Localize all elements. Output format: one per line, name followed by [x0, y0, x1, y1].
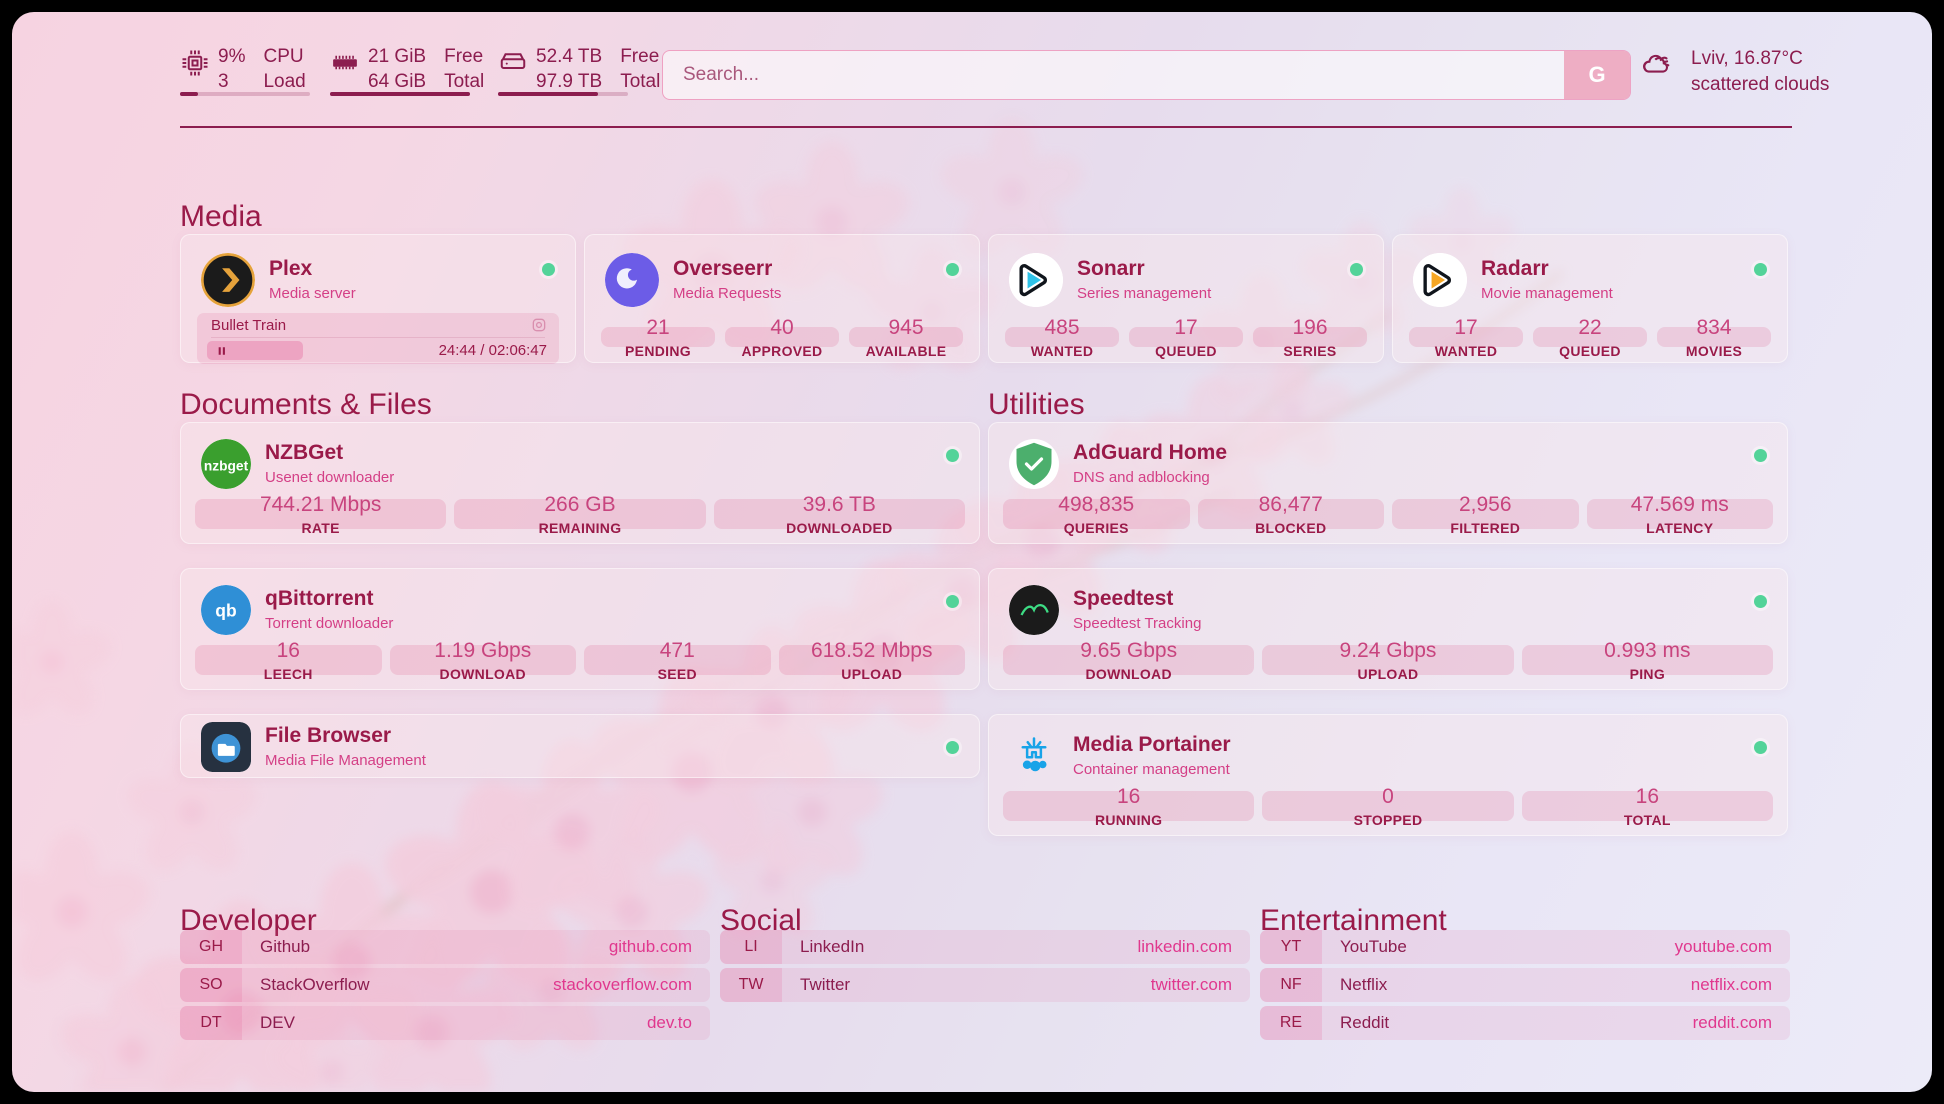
svg-text:qb: qb — [215, 600, 236, 620]
svg-text:nzbget: nzbget — [204, 458, 249, 473]
